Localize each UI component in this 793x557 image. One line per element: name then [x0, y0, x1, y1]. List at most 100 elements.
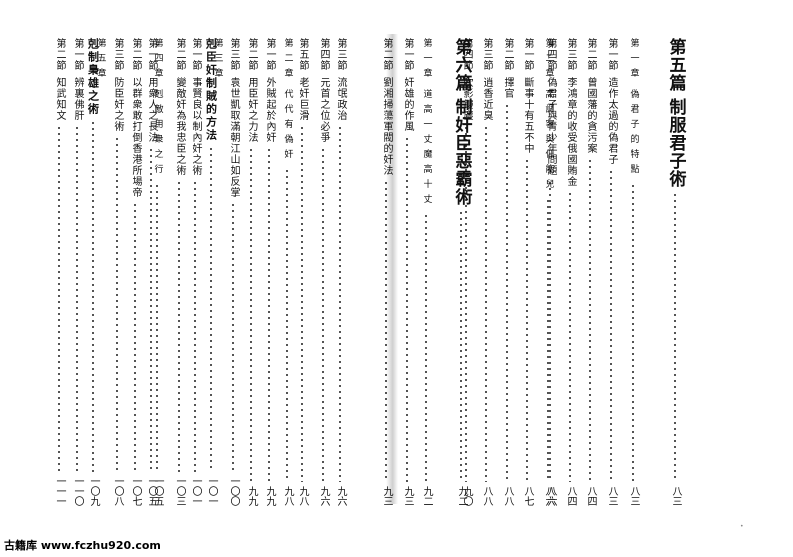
section-label: 第二節 [54, 38, 65, 71]
section-entry: 第一節 辨裏佛肝 一一〇 [70, 38, 84, 508]
page-number: 八三 [628, 486, 639, 506]
section-title: 用衆人之長法 [146, 77, 157, 143]
section-entry: 第三節 流氓政治 九六 [333, 38, 347, 508]
section-entry: 第一節 事賢良以制內奸之術 一〇一 [188, 38, 202, 508]
page-number: 九二 [421, 486, 432, 506]
page-number: 一〇一 [190, 476, 201, 506]
section-label: 第二節 [246, 38, 257, 71]
leader-dots [210, 146, 212, 472]
page-number: 一〇八 [112, 476, 123, 506]
section-label: 第二節 [585, 38, 596, 71]
page-number: 九八 [297, 486, 308, 506]
page-number: 九九 [246, 486, 257, 506]
page-number: 九三 [381, 486, 392, 506]
part-title: 制奸臣惡霸術 [451, 98, 472, 206]
leader-dots [194, 180, 196, 472]
section-label: 第一節 [402, 38, 413, 71]
section-label: 第三節 [112, 38, 123, 71]
section-title: 用臣奸之力法 [246, 77, 257, 143]
section-label: 第四節 [545, 38, 556, 71]
page-number: 九二 [456, 486, 467, 506]
page-number: 八八 [481, 486, 492, 506]
section-label: 第二節 [130, 38, 141, 71]
section-title: 劉湘掃蕩軍閥的奸法 [381, 77, 392, 176]
section-entry: 第一節 造作太過的偽君子 八三 [604, 38, 618, 508]
section-title: 造作太過的偽君子 [606, 77, 617, 165]
section-entry: 第三節 逍香近臭 八八 [479, 38, 493, 508]
section-label: 第三節 [335, 38, 346, 71]
chapter-label: 第三章 [212, 38, 223, 83]
page-number: 九六 [335, 486, 346, 506]
leader-dots [425, 213, 427, 482]
chapter-title: 剋臣奸制賊的方法 [204, 38, 218, 142]
section-entry: 第五節 老奸巨滑 九八 [295, 38, 309, 508]
part-label: 第六篇 [451, 38, 472, 92]
section-label: 第二節 [502, 38, 513, 71]
section-label: 第四節 [318, 38, 329, 71]
footer-brand: 古籍库 [4, 539, 37, 552]
section-title: 斷事十有五不中 [522, 77, 533, 154]
section-title: 知武知文 [54, 77, 65, 121]
section-title: 元首之位必爭 [318, 77, 329, 143]
section-entry: 第四節 吹影鏤塵 九〇 [459, 38, 473, 508]
leader-dots [301, 125, 303, 482]
chapter-title: 高調客與低能兒 [543, 89, 554, 194]
section-entry: 第一節 斷事十有五不中 八七 [520, 38, 534, 508]
section-label: 第三節 [228, 38, 239, 71]
section-label: 第四節 [461, 38, 472, 71]
chapter-title: 代代有偽奸 [282, 89, 293, 164]
leader-dots [116, 136, 118, 472]
section-label: 第二節 [381, 38, 392, 71]
section-entry: 第一節奸雄的作風九三 [400, 38, 414, 508]
chapter-label: 第五章 [95, 38, 106, 83]
leader-dots [406, 136, 408, 482]
leader-dots [460, 210, 462, 482]
section-title: 變敵奸為我忠臣之術 [174, 77, 185, 176]
leader-dots [547, 198, 549, 482]
chapter-title: 剋敵用衆之行 [152, 89, 163, 179]
page-number: 九六 [318, 486, 329, 506]
leader-dots [58, 125, 60, 472]
leader-dots [632, 183, 634, 482]
section-entry: 第二節用臣奸之力法九九 [244, 38, 258, 508]
leader-dots [232, 202, 234, 472]
page-number: 一一一 [54, 476, 65, 506]
section-entry: 第二節變敵奸為我忠臣之術一〇三 [172, 38, 186, 508]
section-entry: 第四節元首之位必爭九六 [316, 38, 330, 508]
part-label: 第五篇 [665, 38, 686, 92]
section-entry: 第四節 偽君子與青少年問題 八六 [543, 38, 557, 508]
leader-dots [76, 125, 78, 472]
section-title: 吹影鏤塵 [461, 77, 472, 121]
page-number: 九八 [282, 486, 293, 506]
chapter-title: 剋制梟雄之術 [86, 38, 100, 116]
page-number: 一〇一 [206, 476, 217, 506]
page-number: 一〇三 [174, 476, 185, 506]
page-number: 一〇七 [130, 476, 141, 506]
section-title: 袁世凱取滿朝江山如反掌 [228, 77, 239, 198]
section-label: 第五節 [297, 38, 308, 71]
section-label: 第二節 [174, 38, 185, 71]
page-number: 一〇〇 [228, 476, 239, 506]
section-entry: 第三節 李鴻章的收受俄國賄金 八四 [563, 38, 577, 508]
chapter-entry: 第二章 代代有偽奸 九八 [280, 38, 294, 508]
leader-dots [569, 191, 571, 482]
section-entry: 第一節 外賊起於內奸 九九 [262, 38, 276, 508]
watermark-footer: 古籍库 www.fczhu920.com [4, 537, 161, 553]
section-title: 奸雄的作風 [402, 77, 413, 132]
section-title: 李鴻章的收受俄國賄金 [565, 77, 576, 187]
scan-speck: • [740, 523, 744, 530]
section-title: 偽君子與青少年問題 [545, 77, 556, 176]
section-title: 老奸巨滑 [297, 77, 308, 121]
chapter-entry: 第四章 剋敵用衆之行 一〇五 [150, 38, 164, 508]
chapter-title: 道高一丈魔高十丈 [421, 89, 432, 209]
chapter-label: 第一章 [421, 38, 432, 83]
leader-dots [385, 180, 387, 482]
section-title: 外賊起於內奸 [264, 77, 275, 143]
footer-url: www.fczhu920.com [40, 539, 161, 552]
part-entry: 第六篇制奸臣惡霸術九二 [450, 38, 472, 508]
chapter-label: 第一章 [628, 38, 639, 83]
section-entry: 第一節 用衆人之長法 一〇五 [144, 38, 158, 508]
page-number: 九三 [402, 486, 413, 506]
section-title: 逍香近臭 [481, 77, 492, 121]
